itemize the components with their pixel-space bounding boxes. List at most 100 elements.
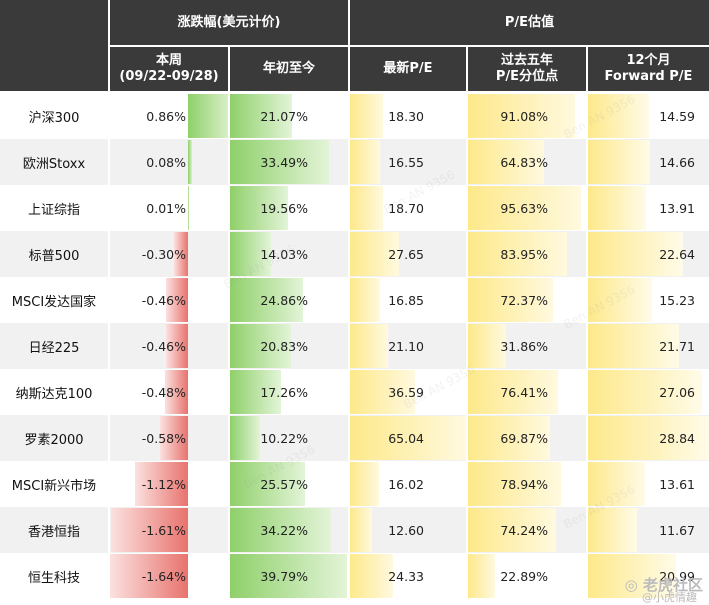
- column-divider: [466, 46, 468, 605]
- week-change-bar: [166, 278, 188, 322]
- forward-pe-value: 11.67: [659, 522, 695, 538]
- percentile-value: 72.37%: [500, 292, 548, 308]
- percentile-bar: [468, 370, 559, 414]
- pe-bar: [350, 278, 381, 322]
- ytd-change-bar: [230, 278, 304, 322]
- week-change-value: -1.61%: [141, 522, 186, 538]
- pe-bar: [350, 94, 383, 138]
- ytd-change-bar: [230, 554, 348, 598]
- index-name: 罗素2000: [24, 432, 84, 448]
- percentile-value: 64.83%: [500, 154, 548, 170]
- col-header-percentile-line2: P/E分位点: [495, 69, 559, 84]
- week-change-bar: [188, 140, 192, 184]
- col-header-forward-pe-line2: Forward P/E: [604, 69, 693, 84]
- col-header-forward-pe[interactable]: 12个月 Forward P/E: [588, 47, 709, 91]
- pe-value: 24.33: [388, 568, 424, 584]
- index-name: 标普500: [28, 248, 80, 264]
- index-name: MSCI新兴市场: [11, 478, 97, 494]
- pe-bar: [350, 232, 400, 276]
- percentile-bar: [468, 324, 506, 368]
- pe-value: 65.04: [388, 430, 424, 446]
- percentile-bar: [468, 94, 576, 138]
- community-logo: ◎ 老虎社区: [625, 574, 703, 595]
- percentile-value: 78.94%: [500, 476, 548, 492]
- percentile-bar: [468, 186, 581, 230]
- percentile-value: 74.24%: [500, 522, 548, 538]
- ytd-change-bar: [230, 508, 331, 552]
- week-change-bar: [188, 94, 229, 138]
- week-change-bar: [111, 508, 188, 552]
- forward-pe-bar: [588, 94, 650, 138]
- week-change-value: -0.46%: [141, 292, 186, 308]
- ytd-change-value: 25.57%: [260, 476, 308, 492]
- logo-text: 老虎社区: [642, 576, 703, 594]
- percentile-value: 91.08%: [500, 108, 548, 124]
- ytd-change-bar: [230, 416, 261, 460]
- week-change-bar: [173, 232, 188, 276]
- col-header-pe[interactable]: 最新P/E: [350, 47, 466, 91]
- percentile-value: 31.86%: [500, 338, 548, 354]
- pe-value: 16.55: [388, 154, 424, 170]
- pe-value: 18.70: [388, 200, 424, 216]
- forward-pe-value: 13.91: [659, 200, 695, 216]
- ytd-change-value: 19.56%: [260, 200, 308, 216]
- group-header-change-label: 涨跌幅(美元计价): [177, 14, 281, 30]
- pe-bar: [350, 140, 380, 184]
- week-change-bar: [188, 186, 189, 230]
- corner-header: [0, 0, 108, 91]
- percentile-value: 69.87%: [500, 430, 548, 446]
- forward-pe-value: 20.99: [659, 568, 695, 584]
- index-name: 恒生科技: [27, 570, 80, 586]
- percentile-value: 95.63%: [500, 200, 548, 216]
- pe-bar: [350, 186, 384, 230]
- ytd-change-value: 33.49%: [260, 154, 308, 170]
- index-name: 香港恒指: [27, 524, 80, 540]
- pe-value: 18.30: [388, 108, 424, 124]
- ytd-change-bar: [230, 370, 281, 414]
- pe-bar: [350, 554, 394, 598]
- col-header-percentile-line1: 过去五年: [500, 53, 553, 68]
- forward-pe-value: 21.71: [659, 338, 695, 354]
- ytd-change-bar: [230, 186, 288, 230]
- col-header-week-line2: (09/22-09/28): [119, 69, 219, 84]
- ytd-change-value: 17.26%: [260, 384, 308, 400]
- ytd-change-bar: [230, 462, 306, 506]
- percentile-value: 22.89%: [500, 568, 548, 584]
- percentile-value: 76.41%: [500, 384, 548, 400]
- pe-value: 16.85: [388, 292, 424, 308]
- pe-bar: [350, 416, 466, 460]
- pe-value: 21.10: [388, 338, 424, 354]
- forward-pe-bar: [588, 462, 646, 506]
- percentile-bar: [468, 462, 562, 506]
- percentile-value: 83.95%: [500, 246, 548, 262]
- week-change-bar: [110, 554, 188, 598]
- ytd-change-value: 10.22%: [260, 430, 308, 446]
- group-header-change: 涨跌幅(美元计价): [110, 0, 348, 45]
- week-change-value: -0.58%: [141, 430, 186, 446]
- percentile-bar: [468, 140, 545, 184]
- index-name: 欧洲Stoxx: [22, 156, 86, 172]
- col-header-week[interactable]: 本周 (09/22-09/28): [110, 47, 228, 91]
- col-header-ytd[interactable]: 年初至今: [230, 47, 348, 91]
- pe-value: 12.60: [388, 522, 424, 538]
- week-change-value: -0.46%: [141, 338, 186, 354]
- week-change-value: 0.08%: [146, 154, 186, 170]
- pe-bar: [350, 508, 373, 552]
- index-name: 上证综指: [27, 202, 80, 218]
- percentile-bar: [468, 416, 551, 460]
- pe-bar: [350, 324, 388, 368]
- forward-pe-value: 14.66: [659, 154, 695, 170]
- col-header-percentile[interactable]: 过去五年 P/E分位点: [468, 47, 586, 91]
- week-change-value: -0.48%: [141, 384, 186, 400]
- forward-pe-bar: [588, 186, 647, 230]
- forward-pe-bar: [588, 278, 652, 322]
- logo-subtext: @小虎情趣: [642, 591, 697, 604]
- column-divider: [586, 46, 588, 605]
- ytd-change-value: 24.86%: [260, 292, 308, 308]
- forward-pe-bar: [588, 370, 702, 414]
- forward-pe-value: 15.23: [659, 292, 695, 308]
- column-divider: [108, 46, 110, 605]
- forward-pe-bar: [588, 508, 637, 552]
- pe-value: 16.02: [388, 476, 424, 492]
- index-name: 日经225: [28, 340, 80, 356]
